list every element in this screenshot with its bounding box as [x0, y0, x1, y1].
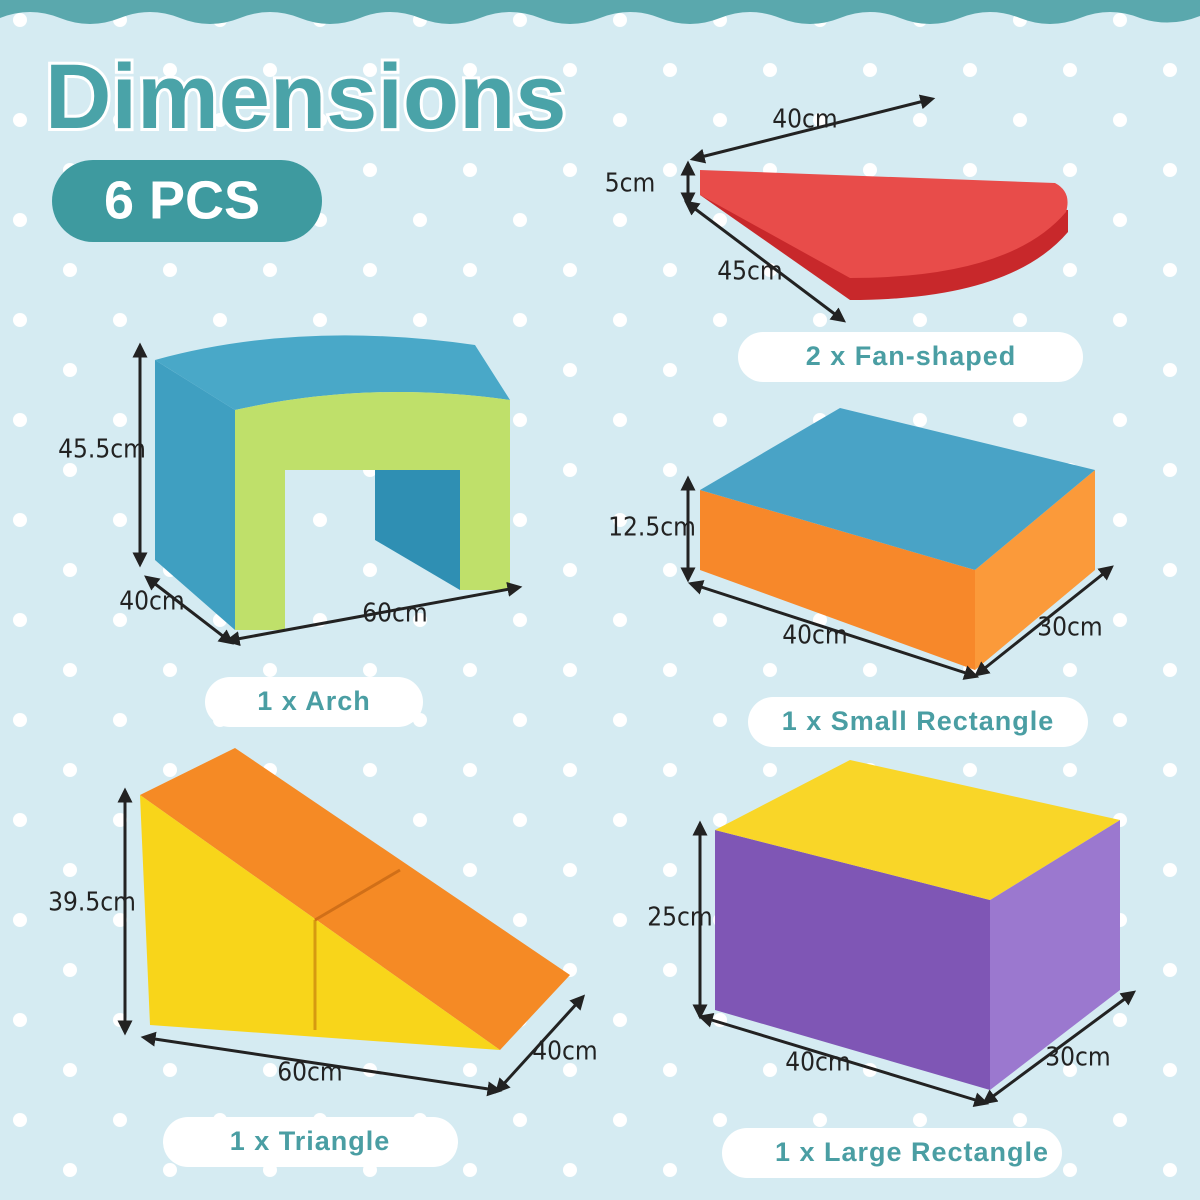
title: Dimensions: [45, 46, 566, 148]
dim-arrow: [684, 200, 846, 323]
dim-arrow: [494, 994, 586, 1094]
dimension: 12.5cm: [608, 513, 696, 543]
label-pill: [738, 332, 1083, 382]
dimension: 40cm: [772, 105, 837, 135]
arch-piece: [155, 335, 510, 630]
dimension: 60cm: [362, 599, 427, 629]
dimension: 25cm: [647, 903, 712, 933]
dim-arrow: [697, 1012, 990, 1108]
dim-arrow: [144, 575, 234, 645]
label-pill: [163, 1117, 458, 1167]
dimension: 39.5cm: [48, 888, 136, 918]
dimension: 40cm: [119, 587, 184, 617]
dimension: 40cm: [782, 621, 847, 651]
piece-label: 2 x Fan-shaped: [806, 341, 1017, 371]
dimension: 30cm: [1045, 1043, 1110, 1073]
badge: [52, 160, 322, 242]
dimension: 40cm: [532, 1037, 597, 1067]
piece-label: 1 x Small Rectangle: [782, 706, 1055, 736]
dimension: 45.5cm: [58, 435, 146, 465]
dim-arrow: [687, 580, 980, 680]
dimension: 60cm: [277, 1058, 342, 1088]
top-wave: [0, 0, 1200, 24]
dimension: 40cm: [785, 1048, 850, 1078]
triangle-piece: [140, 748, 570, 1050]
piece-label: 1 x Arch: [257, 686, 371, 716]
piece-label: 1 x Triangle: [230, 1126, 391, 1156]
dim-arrow: [224, 581, 523, 647]
dim-arrow: [140, 1031, 503, 1097]
dim-arrow: [981, 990, 1137, 1105]
dimension: 45cm: [717, 257, 782, 287]
dimension: 30cm: [1037, 613, 1102, 643]
label-pill: [748, 697, 1088, 747]
badge-text: 6 PCS: [104, 170, 260, 230]
label-pill: [205, 677, 423, 727]
dim-arrow: [689, 94, 936, 164]
piece-label: 1 x Large Rectangle: [775, 1137, 1049, 1167]
label-pill: [722, 1128, 1062, 1178]
dim-arrow: [974, 565, 1114, 677]
dimension: 5cm: [605, 169, 656, 199]
